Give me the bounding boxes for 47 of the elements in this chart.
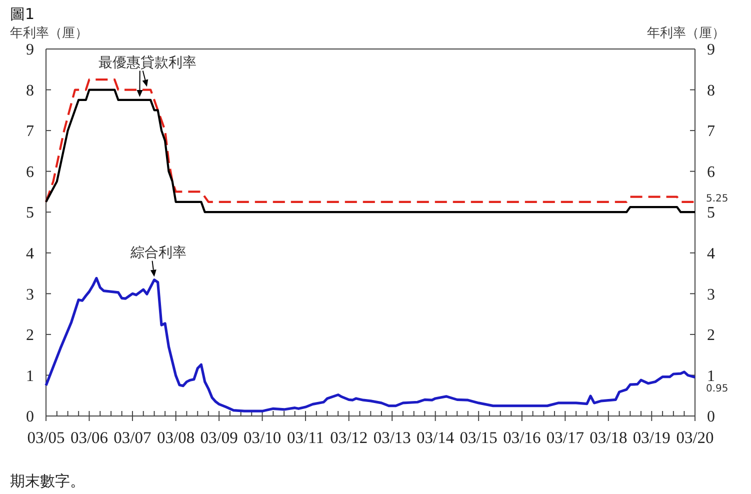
y-tick-label: 1 [26, 368, 34, 385]
x-tick-label: 03/12 [330, 428, 368, 447]
x-tick-label: 03/10 [243, 428, 282, 447]
y2-tick-label: 0 [707, 408, 715, 426]
x-tick-label: 03/20 [676, 428, 714, 447]
line-series [44, 88, 696, 214]
y2-tick-label: 6 [707, 164, 715, 181]
x-tick-label: 03/09 [200, 428, 238, 447]
y-tick-label: 5 [26, 204, 34, 222]
y2-tick-label: 4 [707, 245, 715, 262]
y2-tick-label: 7 [707, 123, 715, 140]
y-tick-label: 8 [26, 82, 34, 100]
x-tick-label: 03/11 [287, 428, 324, 447]
y-tick-label: 2 [26, 327, 34, 344]
x-tick-label: 03/19 [632, 428, 670, 447]
x-tick-label: 03/06 [70, 428, 108, 447]
y-tick-label: 7 [26, 123, 34, 140]
data-label: 0.95 [706, 384, 728, 395]
data-label: 5.25 [706, 194, 728, 205]
y-tick-label: 6 [26, 164, 34, 181]
chart-title: 圖1 [10, 5, 35, 23]
x-tick-label: 03/08 [157, 428, 195, 447]
y-tick-label: 0 [26, 408, 34, 426]
y2-tick-label: 1 [707, 368, 715, 385]
y2-tick-label: 2 [707, 327, 715, 344]
x-tick-label: 03/14 [416, 428, 454, 447]
y-tick-label: 4 [26, 245, 34, 262]
x-tick-label: 03/07 [114, 428, 152, 447]
y2-axis-title: 年利率（厘） [647, 25, 725, 41]
y-tick-label: 3 [26, 286, 34, 304]
line-series [44, 78, 696, 203]
y2-tick-label: 8 [707, 82, 715, 100]
y2-tick-label: 9 [707, 42, 715, 59]
x-tick-label: 03/18 [590, 428, 628, 447]
y-axis-title: 年利率（厘） [10, 25, 88, 41]
x-tick-label: 03/15 [460, 428, 498, 447]
y-tick-label: 9 [26, 42, 34, 59]
x-tick-label: 03/05 [27, 428, 65, 447]
annotation: 最優惠貸款利率 [98, 54, 196, 71]
x-tick-label: 03/16 [503, 428, 541, 447]
y2-tick-label: 5 [707, 204, 715, 222]
annotation: 綜合利率 [129, 244, 186, 261]
text: 期末數字。 [10, 472, 85, 490]
y2-tick-label: 3 [707, 286, 715, 304]
line-series [44, 276, 696, 412]
x-tick-label: 03/17 [546, 428, 584, 447]
x-tick-label: 03/13 [373, 428, 411, 447]
